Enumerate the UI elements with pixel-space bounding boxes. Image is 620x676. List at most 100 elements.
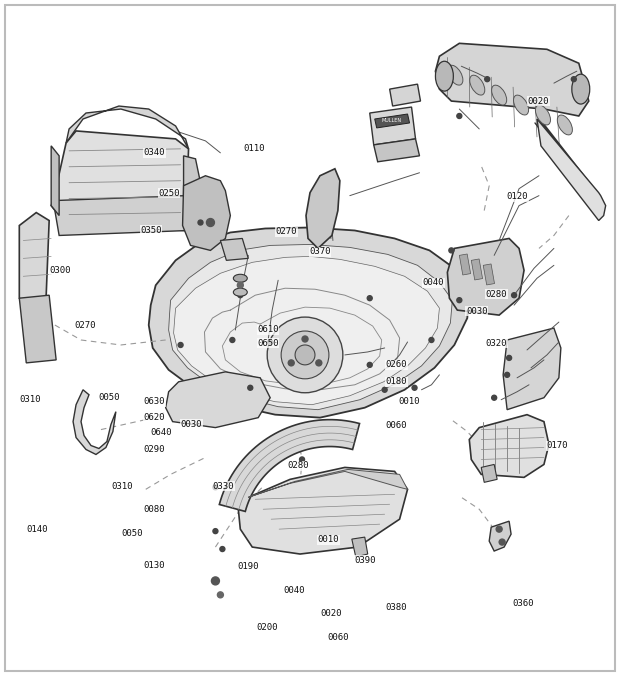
Text: 0290: 0290 [144, 445, 165, 454]
Text: 0640: 0640 [150, 428, 171, 437]
Circle shape [382, 387, 387, 392]
Circle shape [198, 220, 203, 225]
Polygon shape [19, 212, 49, 305]
Text: 0170: 0170 [546, 441, 568, 450]
Circle shape [268, 339, 273, 345]
Circle shape [505, 372, 510, 377]
Text: 0030: 0030 [181, 420, 202, 429]
Polygon shape [489, 521, 511, 551]
Circle shape [512, 293, 516, 297]
Polygon shape [352, 537, 368, 557]
Polygon shape [182, 176, 231, 250]
Text: 0320: 0320 [485, 339, 507, 348]
Text: 0330: 0330 [213, 481, 234, 491]
Circle shape [507, 356, 511, 360]
Circle shape [492, 395, 497, 400]
Polygon shape [374, 114, 410, 128]
Circle shape [238, 293, 243, 297]
Polygon shape [19, 295, 56, 363]
Text: 0390: 0390 [355, 556, 376, 564]
Circle shape [367, 362, 372, 367]
Text: 0140: 0140 [27, 525, 48, 534]
Polygon shape [389, 84, 420, 106]
Text: MULLEN: MULLEN [381, 118, 402, 124]
Polygon shape [174, 256, 440, 405]
Polygon shape [53, 195, 188, 235]
Circle shape [429, 337, 434, 343]
Text: 0120: 0120 [507, 192, 528, 201]
Polygon shape [66, 106, 188, 149]
Text: 0650: 0650 [257, 339, 279, 348]
Ellipse shape [513, 95, 529, 115]
Circle shape [457, 297, 462, 303]
Text: 0040: 0040 [284, 586, 305, 595]
Circle shape [295, 345, 315, 365]
Ellipse shape [233, 288, 247, 296]
Circle shape [449, 248, 454, 253]
Text: 0260: 0260 [386, 360, 407, 369]
Polygon shape [435, 43, 589, 116]
Text: 0050: 0050 [122, 529, 143, 537]
Circle shape [412, 385, 417, 390]
Circle shape [288, 360, 294, 366]
Text: 0360: 0360 [512, 600, 534, 608]
Text: 0380: 0380 [386, 603, 407, 612]
Polygon shape [149, 228, 469, 418]
Polygon shape [374, 139, 420, 162]
Polygon shape [537, 119, 606, 220]
Text: 0050: 0050 [99, 393, 120, 402]
Ellipse shape [233, 274, 247, 283]
Ellipse shape [557, 115, 572, 135]
Text: 0280: 0280 [287, 461, 308, 470]
Bar [459, 254, 471, 275]
Circle shape [211, 577, 219, 585]
Circle shape [499, 539, 505, 545]
Circle shape [299, 457, 304, 462]
Circle shape [302, 336, 308, 342]
Ellipse shape [470, 75, 485, 95]
Circle shape [281, 331, 329, 379]
Polygon shape [73, 390, 116, 454]
Text: 0370: 0370 [309, 247, 330, 256]
Text: 0030: 0030 [466, 307, 487, 316]
Polygon shape [219, 420, 360, 512]
Text: 0340: 0340 [144, 149, 165, 158]
Circle shape [213, 485, 218, 490]
Text: 0020: 0020 [321, 610, 342, 619]
Bar [483, 264, 495, 285]
Text: 0300: 0300 [49, 266, 71, 275]
Text: 0350: 0350 [140, 226, 161, 235]
Polygon shape [306, 169, 340, 248]
Polygon shape [469, 414, 549, 477]
Text: 0630: 0630 [144, 397, 165, 406]
Polygon shape [184, 156, 200, 201]
Polygon shape [166, 372, 270, 428]
Circle shape [206, 218, 215, 226]
Circle shape [237, 283, 243, 288]
Circle shape [178, 343, 183, 347]
Bar [471, 259, 482, 280]
Circle shape [496, 526, 502, 532]
Polygon shape [503, 328, 561, 410]
Text: 0080: 0080 [144, 505, 165, 514]
Circle shape [485, 76, 490, 82]
Polygon shape [448, 239, 524, 315]
Text: 0040: 0040 [423, 279, 444, 287]
Ellipse shape [536, 105, 551, 125]
Text: 0310: 0310 [111, 481, 133, 491]
Polygon shape [370, 107, 415, 145]
Circle shape [267, 317, 343, 393]
Text: 0130: 0130 [144, 561, 165, 570]
Ellipse shape [492, 85, 507, 105]
Polygon shape [169, 245, 453, 410]
Text: 0190: 0190 [237, 562, 259, 571]
Polygon shape [220, 239, 248, 260]
Text: 0180: 0180 [386, 377, 407, 386]
Text: 0610: 0610 [257, 325, 279, 335]
Text: 0620: 0620 [144, 413, 165, 422]
Ellipse shape [572, 74, 590, 104]
Text: 0270: 0270 [74, 321, 96, 331]
Circle shape [230, 337, 235, 343]
Text: 0250: 0250 [159, 189, 180, 198]
Polygon shape [481, 464, 497, 483]
